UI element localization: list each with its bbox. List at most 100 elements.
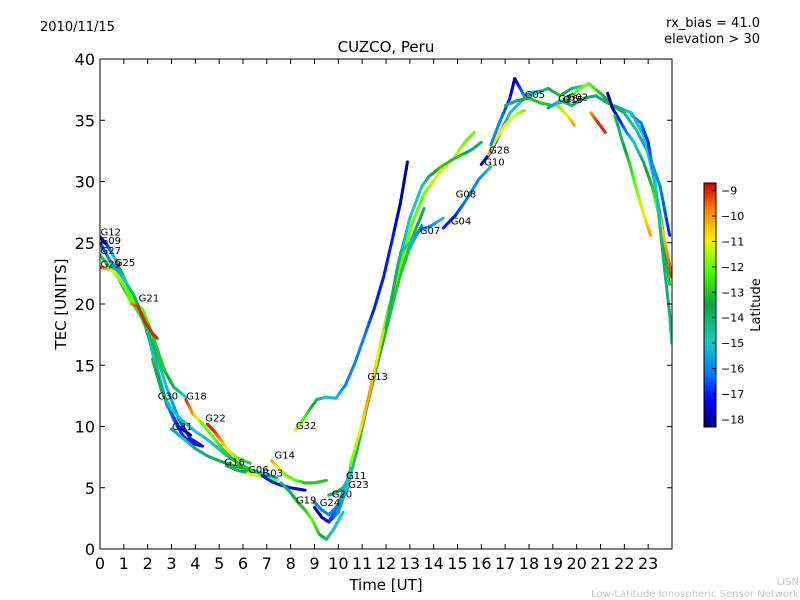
prn-label: G21 xyxy=(139,294,159,305)
tec-point xyxy=(653,182,658,197)
prn-label: G04 xyxy=(451,216,471,227)
series-g02 xyxy=(546,94,672,286)
x-tick-label: 17 xyxy=(495,554,515,573)
tec-point xyxy=(246,466,252,471)
x-tick-label: 0 xyxy=(95,554,105,573)
prn-label: G03 xyxy=(263,469,283,480)
prn-label: G26 xyxy=(558,94,578,105)
tec-point xyxy=(666,225,672,237)
prn-label: G13 xyxy=(367,372,387,383)
series-g09 xyxy=(100,241,204,448)
colorbar-tick-label: −15 xyxy=(721,337,744,350)
series-g04 xyxy=(441,165,493,230)
x-tick-label: 3 xyxy=(166,554,176,573)
tec-point xyxy=(420,206,426,215)
credit-line2: Low-Latitude Ionospheric Sensor Network xyxy=(591,589,799,600)
series-g21 xyxy=(129,302,159,340)
prn-label: G19 xyxy=(296,496,316,507)
prn-label: G05 xyxy=(525,90,545,101)
colorbar-tick-label: −12 xyxy=(721,261,744,274)
x-tick-label: 14 xyxy=(423,554,443,573)
series-track-32 xyxy=(613,113,653,237)
prn-label: G08 xyxy=(456,189,476,200)
tec-point xyxy=(655,193,660,208)
prn-label: G22 xyxy=(205,414,225,425)
credit-line1: LISN xyxy=(777,577,799,588)
tec-point xyxy=(662,259,667,273)
x-tick-label: 16 xyxy=(471,554,491,573)
tec-point xyxy=(154,336,159,340)
tec-point xyxy=(602,129,607,134)
series-g19 xyxy=(279,481,345,541)
tec-point xyxy=(478,140,483,145)
series-g26 xyxy=(503,82,672,237)
series-g07 xyxy=(398,216,445,255)
x-tick-label: 22 xyxy=(614,554,634,573)
plot-frame xyxy=(99,58,673,550)
x-tick-label: 10 xyxy=(328,554,348,573)
tec-point xyxy=(340,510,345,517)
x-tick-label: 18 xyxy=(519,554,539,573)
x-tick-label: 11 xyxy=(352,554,372,573)
tec-point xyxy=(659,237,664,252)
series-g08 xyxy=(384,140,483,330)
date-label: 2010/11/15 xyxy=(40,20,115,35)
prn-label: G12 xyxy=(101,227,121,238)
y-tick-label: 5 xyxy=(85,479,95,498)
rx-bias-label: rx_bias = 41.0 xyxy=(666,16,760,31)
tec-point xyxy=(656,204,661,219)
prn-label: G32 xyxy=(296,421,316,432)
prn-label: G14 xyxy=(275,450,295,461)
x-axis-label: Time [UT] xyxy=(348,576,422,594)
series-g15 xyxy=(556,104,576,127)
series-g28 xyxy=(487,109,526,156)
tec-point xyxy=(657,215,662,230)
colorbar-tick-label: −13 xyxy=(721,286,744,299)
prn-label: G30 xyxy=(158,392,178,403)
tec-point xyxy=(471,131,476,136)
y-axis-label: TEC [UNITS] xyxy=(52,259,70,351)
x-tick-label: 19 xyxy=(543,554,563,573)
tec-point xyxy=(663,269,668,284)
tec-point xyxy=(404,160,409,171)
prn-label: G10 xyxy=(484,158,504,169)
tec-point xyxy=(394,263,400,277)
y-tick-label: 40 xyxy=(75,50,95,69)
colorbar-label: Latitude xyxy=(749,278,764,332)
colorbar-tick-label: −9 xyxy=(721,185,737,198)
prn-label: G29 xyxy=(101,259,121,270)
tec-point xyxy=(384,316,390,330)
tec-point xyxy=(199,443,204,448)
tec-point xyxy=(658,226,663,241)
tec-point xyxy=(571,122,576,127)
y-tick-label: 25 xyxy=(75,234,95,253)
x-tick-label: 20 xyxy=(566,554,586,573)
x-tick-label: 9 xyxy=(309,554,319,573)
x-tick-label: 8 xyxy=(286,554,296,573)
colorbar-ticks: −9 −10 −11 −12 −13 −14 −15 −16 −17 −18 xyxy=(712,185,744,426)
series-g32 xyxy=(293,160,409,432)
x-tick-label: 2 xyxy=(143,554,153,573)
colorbar-tick-label: −14 xyxy=(721,312,744,325)
colorbar-tick-label: −16 xyxy=(721,363,744,376)
chart-title: CUZCO, Peru xyxy=(338,38,435,56)
x-tick-label: 4 xyxy=(190,554,200,573)
series-g22 xyxy=(205,422,252,465)
y-tick-label: 35 xyxy=(75,111,95,130)
y-tick-label: 30 xyxy=(75,173,95,192)
x-tick-label: 15 xyxy=(447,554,467,573)
prn-label: G27 xyxy=(101,246,121,257)
series-g27 xyxy=(100,253,188,399)
series-g13 xyxy=(348,131,476,468)
prn-label: G16 xyxy=(224,458,244,469)
series-g03 xyxy=(260,474,307,492)
prn-label: G20 xyxy=(332,490,352,501)
tec-point xyxy=(187,432,193,437)
tec-point xyxy=(666,273,672,286)
tec-point xyxy=(665,264,670,277)
series-track-30 xyxy=(589,111,607,134)
x-tick-label: 1 xyxy=(119,554,129,573)
x-tick-label: 5 xyxy=(214,554,224,573)
tec-point xyxy=(388,295,394,309)
prn-label: G25 xyxy=(115,258,135,269)
